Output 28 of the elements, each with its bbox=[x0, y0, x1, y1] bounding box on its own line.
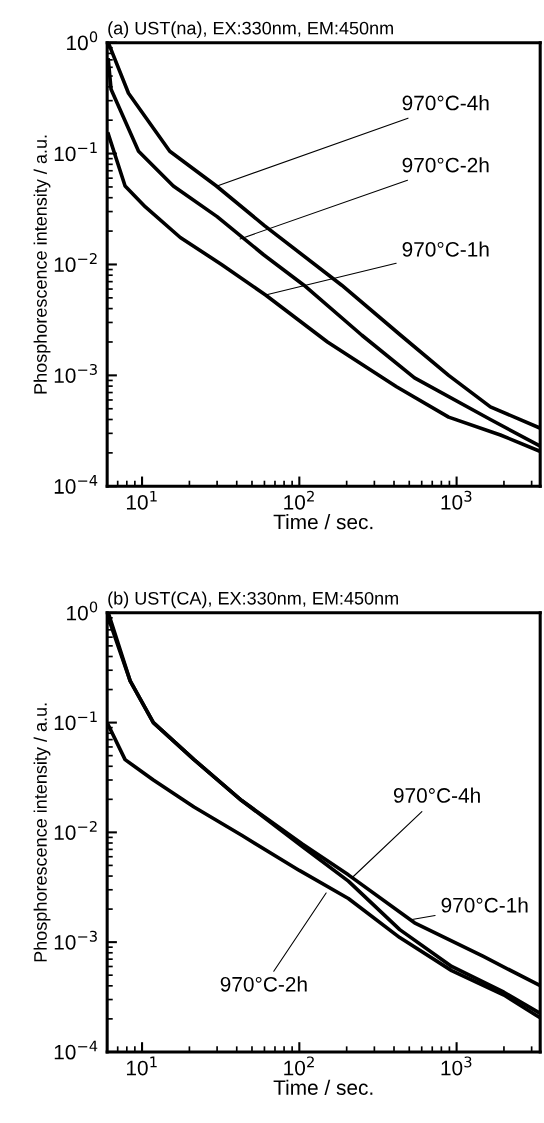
y-tick-label: 10$^{0}$ bbox=[67, 601, 98, 621]
annotation: 970°C-4h bbox=[402, 95, 489, 111]
x-tick-label: 10$^{3}$ bbox=[441, 490, 472, 510]
y-tick-label: 10$^{−3}$ bbox=[54, 930, 97, 950]
chart-title: (a) UST(na), EX:330nm, EM:450nm bbox=[108, 21, 393, 39]
y-tick-label: 10$^{−1}$ bbox=[54, 142, 97, 162]
y-tick-label: 10$^{0}$ bbox=[67, 31, 98, 51]
annotation: 970°C-2h bbox=[220, 976, 307, 992]
x-tick-label: 10$^{2}$ bbox=[284, 490, 314, 510]
x-tick-label: 10$^{3}$ bbox=[441, 1056, 472, 1076]
x-tick-label: 10$^{1}$ bbox=[126, 490, 157, 510]
y-tick-label: 10$^{−2}$ bbox=[54, 820, 97, 840]
x-axis-title: Time / sec. bbox=[273, 1079, 373, 1095]
y-tick-label: 10$^{−4}$ bbox=[54, 1040, 98, 1060]
x-tick-label: 10$^{2}$ bbox=[284, 1056, 314, 1076]
x-tick-label: 10$^{1}$ bbox=[126, 1056, 157, 1076]
y-axis-title: Phosphorescence intensity / a.u. bbox=[33, 703, 51, 962]
y-axis-title: Phosphorescence intensity / a.u. bbox=[33, 135, 51, 394]
annotation: 970°C-1h bbox=[402, 241, 489, 257]
x-axis-title: Time / sec. bbox=[273, 514, 373, 530]
annotation: 970°C-2h bbox=[402, 157, 489, 173]
y-tick-label: 10$^{−2}$ bbox=[54, 253, 97, 273]
y-tick-label: 10$^{−4}$ bbox=[54, 475, 98, 494]
chart-title: (b) UST(CA), EX:330nm, EM:450nm bbox=[108, 591, 398, 609]
y-tick-label: 10$^{−3}$ bbox=[54, 363, 97, 383]
annotation: 970°C-1h bbox=[441, 897, 528, 913]
y-tick-label: 10$^{−1}$ bbox=[54, 711, 97, 731]
annotation: 970°C-4h bbox=[393, 787, 480, 803]
